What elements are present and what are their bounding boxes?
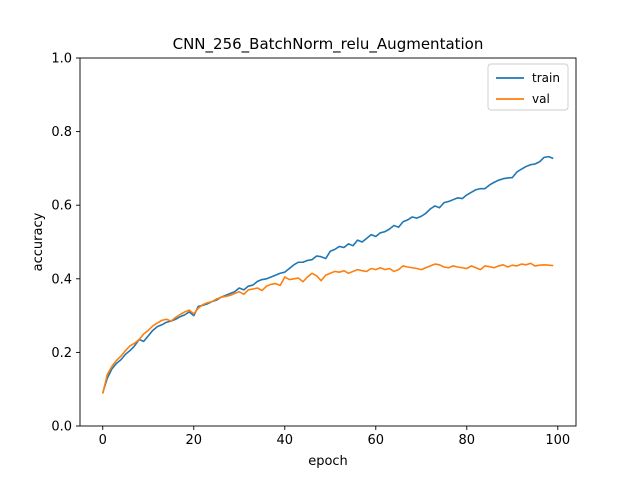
series-line-val [101, 262, 554, 394]
y-tick-label: 0.2 [51, 346, 72, 361]
chart-title: CNN_256_BatchNorm_relu_Augmentation [173, 35, 484, 54]
x-tick-label: 60 [368, 433, 385, 448]
legend-label-train: train [532, 71, 560, 85]
legend: train val [487, 63, 569, 111]
x-tick-label: 100 [545, 433, 570, 448]
plot-area [79, 57, 577, 427]
legend-label-val: val [532, 92, 550, 106]
axes-frame [79, 57, 577, 427]
y-tick-label: 0.0 [51, 420, 72, 435]
x-tick-label: 0 [99, 433, 107, 448]
x-tick-label: 40 [276, 433, 293, 448]
y-tick-label: 0.6 [51, 199, 72, 214]
y-tick-label: 1.0 [51, 52, 72, 67]
y-tick-label: 0.4 [51, 272, 72, 287]
axis-ticks: 0 20 40 60 80 100 0.0 0.2 0.4 0.6 0.8 1.0 [51, 52, 570, 449]
x-tick-label: 80 [459, 433, 476, 448]
y-tick-label: 0.8 [51, 125, 72, 140]
series-line-train [101, 155, 554, 394]
y-axis-label: accuracy [31, 212, 46, 271]
x-tick-label: 20 [185, 433, 202, 448]
x-axis-label: epoch [308, 454, 348, 469]
